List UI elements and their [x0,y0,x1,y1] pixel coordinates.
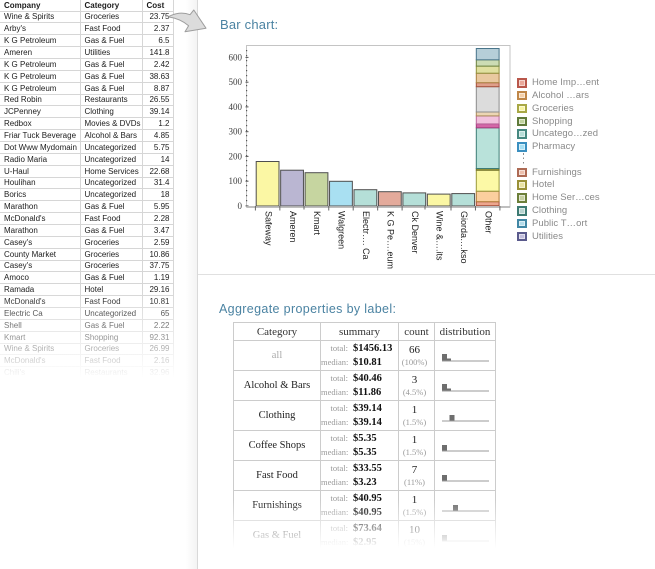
svg-text:Walgreen: Walgreen [337,211,347,249]
svg-text:Ck Denver: Ck Denver [410,211,420,254]
svg-text:Ameren: Ameren [288,211,298,243]
svg-text:100: 100 [229,176,243,186]
svg-text:200: 200 [229,151,243,161]
svg-text:600: 600 [229,52,243,62]
svg-text:Safeway: Safeway [263,211,273,246]
svg-text:Kmart: Kmart [312,211,322,236]
svg-text:0: 0 [238,201,243,211]
svg-text:K G Pe….eum: K G Pe….eum [386,211,396,269]
svg-text:Other: Other [483,211,493,234]
svg-text:300: 300 [229,127,243,137]
svg-text:400: 400 [229,102,243,112]
svg-text:Giorda….kso: Giorda….kso [459,211,469,264]
svg-text:500: 500 [229,77,243,87]
svg-text:Wine &….its: Wine &….its [435,211,445,261]
svg-text:Electr…. Ca: Electr…. Ca [361,211,371,260]
